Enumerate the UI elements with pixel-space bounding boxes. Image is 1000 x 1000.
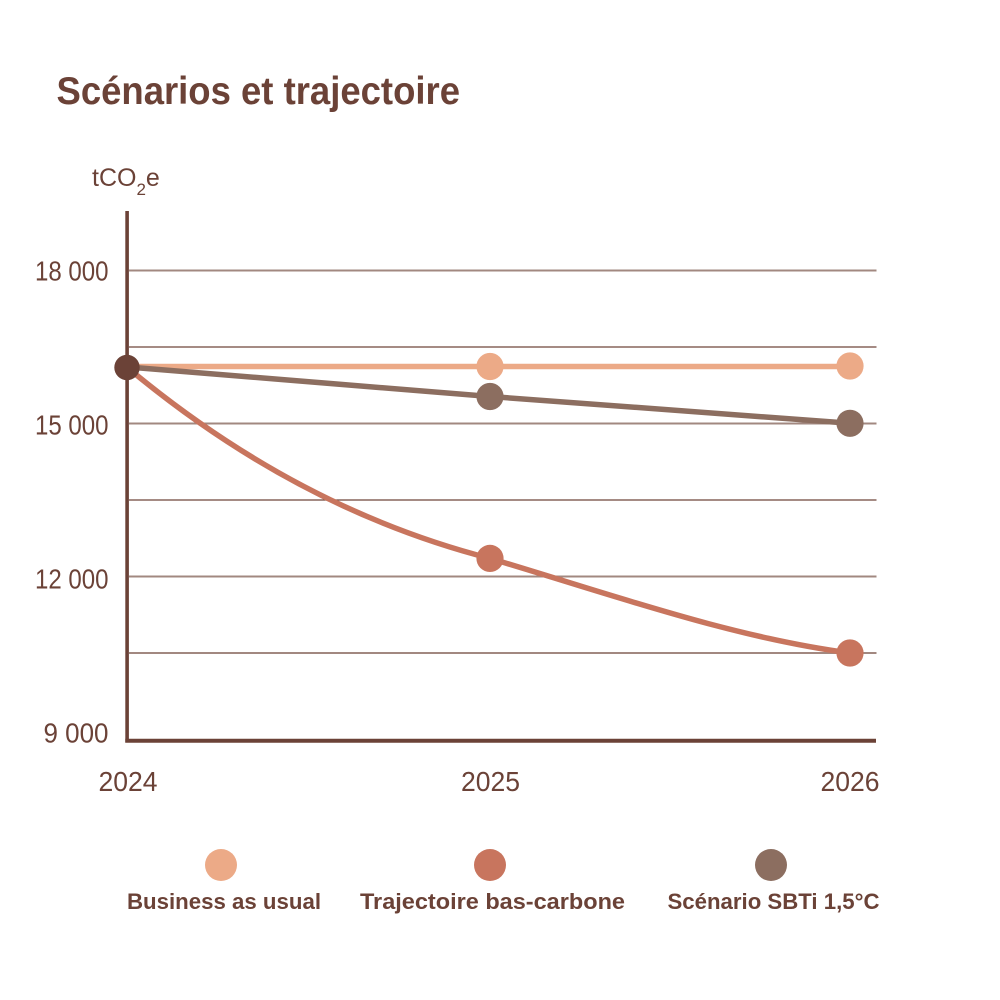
svg-text:18 000: 18 000 bbox=[35, 256, 109, 287]
svg-text:2024: 2024 bbox=[99, 766, 158, 797]
svg-text:15 000: 15 000 bbox=[35, 410, 109, 441]
svg-text:Scénario SBTi 1,5°C: Scénario SBTi 1,5°C bbox=[668, 889, 880, 914]
svg-text:Scénarios et trajectoire: Scénarios et trajectoire bbox=[57, 70, 461, 113]
svg-text:2026: 2026 bbox=[821, 766, 880, 797]
svg-text:tCO2e: tCO2e bbox=[92, 164, 160, 199]
svg-text:12 000: 12 000 bbox=[35, 564, 109, 595]
svg-text:Business as usual: Business as usual bbox=[127, 889, 321, 914]
svg-text:Trajectoire bas-carbone: Trajectoire bas-carbone bbox=[360, 889, 625, 914]
svg-text:2025: 2025 bbox=[461, 766, 520, 797]
svg-text:9 000: 9 000 bbox=[44, 718, 109, 749]
